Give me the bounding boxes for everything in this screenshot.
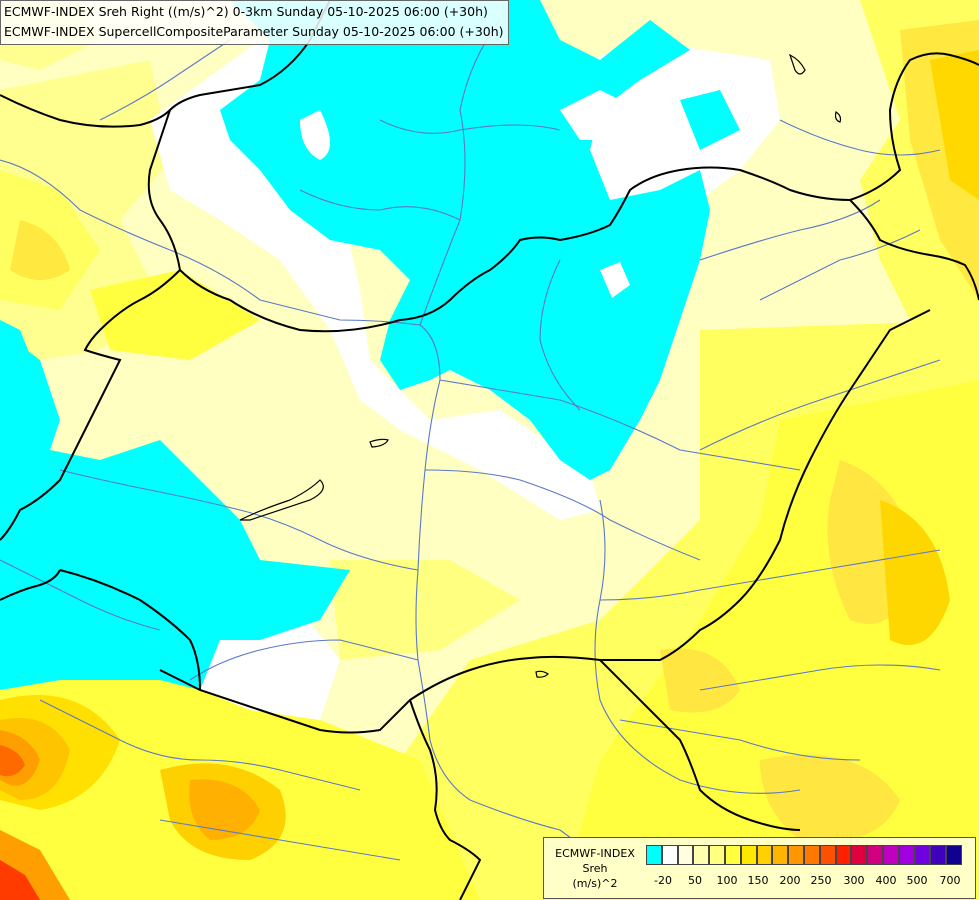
- legend-title-unit: (m/s)^2: [572, 877, 618, 890]
- legend-title-model: ECMWF-INDEX: [555, 847, 635, 860]
- legend-swatch: [898, 845, 915, 865]
- legend-swatch: [882, 845, 899, 865]
- legend-swatch: [724, 845, 741, 865]
- title-line-1: ECMWF-INDEX Sreh Right ((m/s)^2) 0-3km S…: [4, 4, 488, 19]
- legend-swatch: [756, 845, 773, 865]
- legend-tick-label: 300: [843, 874, 865, 887]
- color-legend: ECMWF-INDEX Sreh (m/s)^2 -20 50 100 150 200 2…: [543, 837, 976, 899]
- legend-tick-label: 100: [716, 874, 738, 887]
- legend-swatch: [772, 845, 789, 865]
- legend-swatches: [646, 845, 962, 865]
- legend-swatch: [646, 845, 662, 865]
- legend-swatch: [835, 845, 852, 865]
- legend-title: ECMWF-INDEX Sreh (m/s)^2: [548, 846, 642, 891]
- title-line-2: ECMWF-INDEX SupercellCompositeParameter …: [4, 24, 504, 39]
- legend-swatch: [803, 845, 820, 865]
- legend-swatch: [914, 845, 931, 865]
- legend-swatch: [709, 845, 725, 865]
- cyan-shading: [0, 0, 740, 690]
- legend-tick-label: 200: [779, 874, 801, 887]
- legend-swatch: [946, 845, 962, 865]
- legend-swatch: [867, 845, 883, 865]
- legend-swatch: [788, 845, 804, 865]
- lakes: [239, 53, 842, 678]
- legend-tick-label: 250: [810, 874, 832, 887]
- legend-swatch: [930, 845, 947, 865]
- legend-tick-label: -20: [654, 874, 672, 887]
- title-box: ECMWF-INDEX Sreh Right ((m/s)^2) 0-3km S…: [0, 0, 509, 45]
- legend-swatch: [677, 845, 694, 865]
- legend-swatch: [851, 845, 868, 865]
- legend-title-param: Sreh: [582, 862, 608, 875]
- legend-swatch: [693, 845, 710, 865]
- legend-ticks: -20 50 100 150 200 250 300 400 500 700: [646, 874, 969, 890]
- legend-tick-label: 400: [875, 874, 897, 887]
- legend-tick-label: 150: [747, 874, 769, 887]
- legend-tick-label: 50: [688, 874, 702, 887]
- legend-tick-label: 700: [939, 874, 961, 887]
- legend-tick-label: 500: [906, 874, 928, 887]
- legend-swatch: [819, 845, 836, 865]
- legend-swatch: [661, 845, 678, 865]
- legend-swatch: [740, 845, 757, 865]
